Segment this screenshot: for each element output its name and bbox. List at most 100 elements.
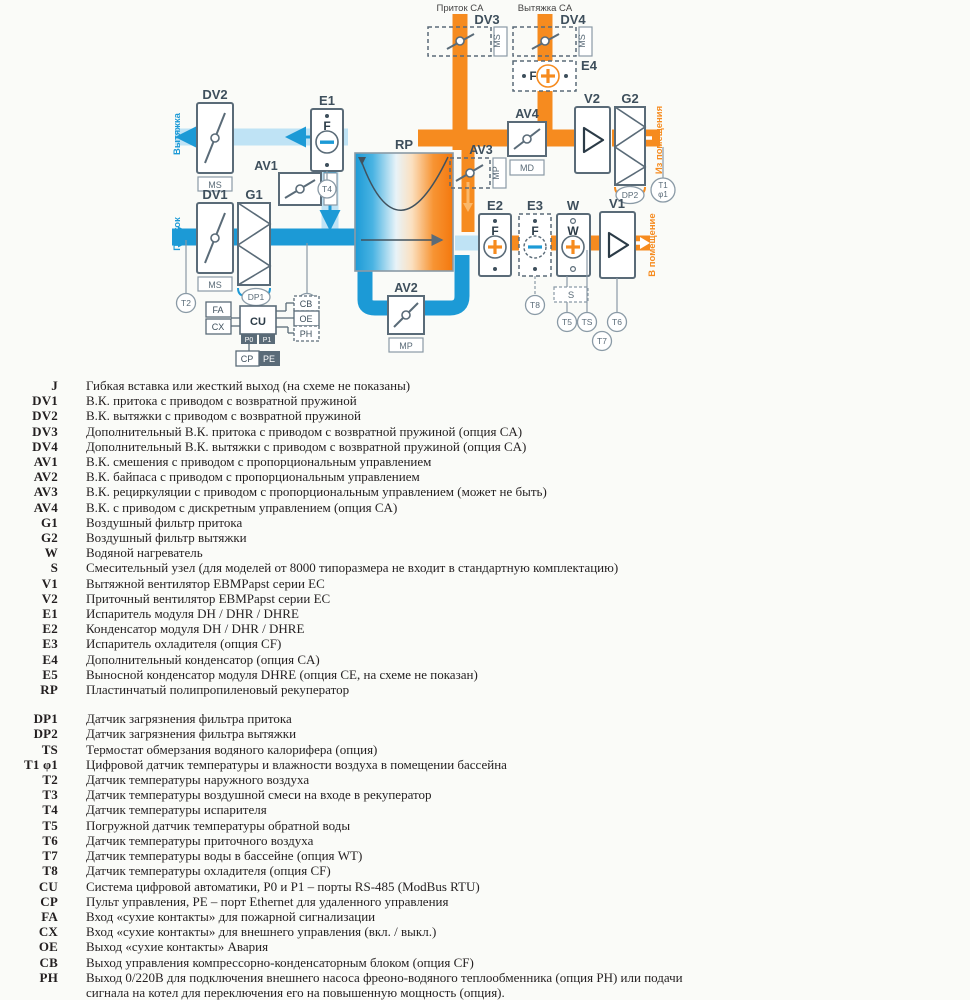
io-oe-label: OE: [299, 314, 312, 324]
actuator-mp-av2: MP: [399, 341, 413, 351]
port-p1-label: P1: [263, 337, 272, 344]
component-e4-inner-f: F: [529, 71, 536, 83]
legend-row: E1 Испаритель модуля DH / DHR / DHRE: [0, 606, 970, 621]
legend-code: AV4: [33, 499, 58, 515]
legend-row: RP Пластинчатый полипропиленовый рекупера…: [0, 682, 970, 697]
legend-code: T5: [42, 817, 58, 833]
legend-code: T4: [42, 802, 58, 818]
component-w-heater[interactable]: W W S T5 TS: [553, 198, 598, 333]
legend-row: DP1 Датчик загрязнения фильтра притока: [0, 711, 970, 726]
component-av2-label: AV2: [394, 281, 417, 295]
actuator-md-av4: MD: [520, 163, 534, 173]
legend-description: Воздушный фильтр вытяжки: [86, 530, 247, 546]
component-e2[interactable]: F E2: [478, 198, 512, 277]
legend-description: В.К. вытяжки с приводом с возвратной пру…: [86, 408, 361, 424]
label-exhaust-in: Вытяжка: [172, 112, 183, 155]
legend-description: Приточный вентилятор EBMPapst серии EC: [86, 590, 331, 606]
legend-description: В.К. притока с приводом с возвратной пру…: [86, 393, 357, 409]
legend-code: G2: [40, 530, 58, 546]
legend-row: DV4 Дополнительный В.К. вытяжки с приводо…: [0, 439, 970, 454]
component-e3[interactable]: F E3 T8: [518, 198, 552, 316]
component-dv1[interactable]: DV1 MS: [196, 187, 234, 292]
legend-row: T5 Погружной датчик температуры обратной …: [0, 818, 970, 833]
component-av2[interactable]: AV2 MP: [387, 281, 425, 353]
io-cb-label: CB: [300, 299, 313, 309]
component-av1-label: AV1: [254, 159, 277, 173]
legend-row: E5 Выносной конденсатор модуля DHRE (опци…: [0, 667, 970, 682]
legend-code: E3: [42, 636, 58, 652]
legend-code: T2: [42, 772, 58, 788]
sensor-t2-label: T2: [181, 298, 191, 308]
component-e1[interactable]: F E1 T4: [310, 93, 344, 199]
label-from-room: Из помещения: [654, 106, 665, 174]
legend-description: Дополнительный В.К. притока с приводом с…: [86, 423, 523, 439]
legend-description: Дополнительный конденсатор (опция CA): [86, 651, 320, 667]
component-e3-label: E3: [527, 198, 543, 213]
port-p0: [241, 334, 257, 344]
legend-row: T2 Датчик температуры наружного воздуха: [0, 772, 970, 787]
component-e1-inner-f: F: [323, 119, 330, 133]
legend-code: RP: [40, 682, 58, 698]
component-v2-fan[interactable]: V2: [574, 91, 611, 174]
legend-code: TS: [41, 741, 58, 757]
control-unit-group[interactable]: FA CX CU P0 P1 CB OE PH CP PE: [205, 295, 320, 367]
legend-code: CB: [39, 954, 58, 970]
legend-description: Датчик температуры наружного воздуха: [86, 772, 310, 788]
legend-description: Датчик температуры воды в бассейне (опци…: [86, 848, 363, 864]
component-e3-inner-f: F: [531, 224, 538, 238]
legend-row: S Смесительный узел (для моделей от 8000 …: [0, 560, 970, 575]
legend-code: DP1: [33, 711, 58, 727]
component-av4[interactable]: AV4 MD: [507, 107, 547, 176]
component-dv3[interactable]: DV3 MS: [427, 12, 508, 57]
legend-code: PH: [39, 969, 58, 985]
actuator-ms-dv1: MS: [208, 280, 222, 290]
legend-code: DV4: [32, 438, 58, 454]
legend-code: AV2: [33, 469, 58, 485]
legend-row: PH Выход 0/220В для подключения внешнего …: [0, 970, 970, 1000]
component-dv3-label: DV3: [474, 12, 499, 27]
legend-code: CU: [38, 878, 58, 894]
legend-description: Дополнительный В.К. вытяжки с приводом с…: [86, 438, 527, 454]
actuator-ms-dv2: MS: [208, 180, 222, 190]
legend-description: Пластинчатый полипропиленовый рекуперато…: [86, 682, 350, 698]
legend-code: T8: [42, 863, 58, 879]
legend-code: CX: [38, 924, 58, 940]
component-av3[interactable]: AV3 MP: [449, 143, 507, 189]
legend-description: Испаритель охладителя (опция CF): [86, 636, 282, 652]
sensor-t2: T2: [175, 240, 197, 314]
legend-code: T1 φ1: [23, 756, 58, 772]
label-supply-in: Приток: [172, 217, 183, 251]
component-v1-fan[interactable]: V1 T6: [599, 196, 636, 333]
legend-row: OE Выход «сухие контакты» Авария: [0, 939, 970, 954]
legend-row: DV3 Дополнительный В.К. притока с приводо…: [0, 424, 970, 439]
component-g2-filter[interactable]: G2 DP2: [613, 91, 647, 205]
legend: J Гибкая вставка или жесткий выход (на сх…: [0, 378, 970, 1000]
control-panel-cp-label: CP: [241, 354, 254, 364]
component-e4[interactable]: F E4: [512, 58, 598, 92]
legend-code: V1: [41, 575, 58, 591]
component-dv2-label: DV2: [202, 87, 227, 102]
legend-description: Выносной конденсатор модуля DHRE (опция …: [86, 666, 478, 682]
legend-row: T3 Датчик температуры воздушной смеси на …: [0, 787, 970, 802]
io-cx-label: CX: [212, 322, 225, 332]
io-ph: [293, 325, 320, 342]
legend-row: AV3 В.К. рециркуляции с приводом с пропор…: [0, 484, 970, 499]
legend-row: DV2 В.К. вытяжки с приводом с возвратной …: [0, 408, 970, 423]
legend-code: E2: [42, 621, 58, 637]
legend-row: CU Система цифровой автоматики, P0 и P1 –…: [0, 879, 970, 894]
component-dv1-label: DV1: [202, 187, 227, 202]
legend-group-sensors: DP1 Датчик загрязнения фильтра притока DP2…: [0, 711, 970, 1000]
legend-description: Датчик температуры охладителя (опция CF): [86, 863, 331, 879]
component-dv4[interactable]: DV4 MS: [512, 12, 593, 57]
component-g1-filter[interactable]: G1 DP1: [236, 187, 272, 307]
component-w-label: W: [567, 198, 580, 213]
legend-row: FA Вход «сухие контакты» для пожарной сиг…: [0, 909, 970, 924]
component-rp-recuperator[interactable]: RP: [354, 137, 454, 272]
component-g2-label: G2: [621, 91, 638, 106]
legend-code: DV1: [32, 393, 58, 409]
component-dv2[interactable]: DV2 MS: [196, 87, 234, 192]
sensor-t1-phi1: T1 φ1: [650, 147, 676, 203]
sensor-t7: T7: [591, 330, 613, 352]
sensor-t4-label: T4: [322, 184, 332, 194]
legend-description: Смесительный узел (для моделей от 8000 т…: [86, 560, 619, 576]
